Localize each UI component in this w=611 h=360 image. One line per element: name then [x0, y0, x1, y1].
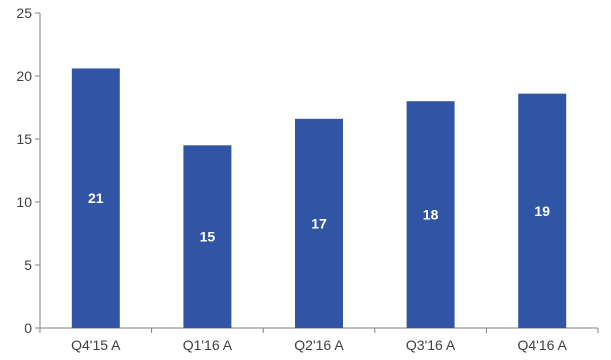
- data-label: 18: [423, 207, 439, 223]
- data-label: 19: [534, 203, 550, 219]
- bars: [71, 68, 567, 328]
- bar: [71, 68, 120, 328]
- x-tick-label: Q4'16 A: [518, 337, 568, 353]
- x-tick-label: Q4'15 A: [71, 337, 121, 353]
- y-tick-label: 0: [24, 320, 32, 336]
- data-labels: 21 15 17 18 19: [88, 190, 550, 244]
- y-axis: 0 5 10 15 20 25: [16, 5, 41, 336]
- y-tick-label: 20: [16, 68, 32, 84]
- x-axis: Q4'15 A Q1'16 A Q2'16 A Q3'16 A Q4'16 A: [39, 327, 599, 353]
- y-tick-label: 10: [16, 194, 32, 210]
- x-tick-label: Q2'16 A: [294, 337, 344, 353]
- y-tick-label: 25: [16, 5, 32, 21]
- bar: [295, 118, 343, 328]
- bar: [406, 101, 455, 328]
- data-label: 21: [88, 190, 104, 206]
- x-tick-label: Q3'16 A: [406, 337, 456, 353]
- bar: [183, 145, 232, 328]
- y-tick-label: 15: [16, 131, 32, 147]
- x-tick-label: Q1'16 A: [183, 337, 233, 353]
- bar: [518, 93, 567, 328]
- y-tick-label: 5: [24, 257, 32, 273]
- data-label: 17: [311, 215, 327, 231]
- data-label: 15: [200, 229, 216, 245]
